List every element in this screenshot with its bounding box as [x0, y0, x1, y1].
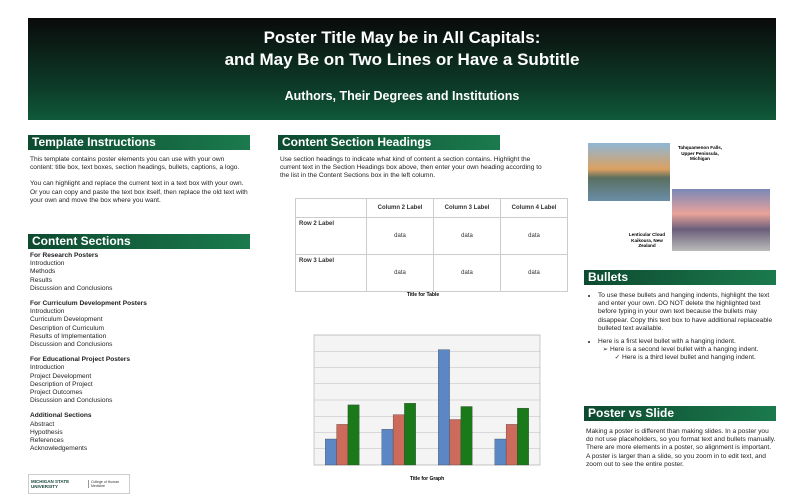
title: and May Be on Two Lines or Have a Subtit…: [28, 50, 776, 70]
list-item: Introduction: [30, 260, 248, 268]
table-cell: data: [434, 255, 501, 292]
title: Poster Title May be in All Capitals:: [28, 28, 776, 48]
section-heading: Poster vs Slide: [584, 406, 776, 421]
list-item: References: [30, 437, 248, 445]
group-title: Additional Sections: [30, 412, 248, 420]
list-item: Introduction: [30, 308, 248, 316]
bullet: Here is a third level bullet and hanging…: [622, 354, 774, 362]
table-cell: data: [434, 218, 501, 255]
list-item: Description of Curriculum: [30, 325, 248, 333]
paragraph: You can highlight and replace the curren…: [30, 180, 248, 205]
bar: [506, 424, 517, 465]
list-item: Discussion and Conclusions: [30, 341, 248, 349]
list-item: Hypothesis: [30, 429, 248, 437]
list-item: Results: [30, 277, 248, 285]
bullet-list: Here is a second level bullet with a han…: [598, 346, 774, 362]
group-title: For Educational Project Posters: [30, 356, 248, 364]
list-item: Acknowledgements: [30, 445, 248, 453]
group-title: For Curriculum Development Posters: [30, 300, 248, 308]
photo-caption: Tahquamenon Falls, Upper Peninsula, Mich…: [676, 145, 724, 162]
bar: [450, 420, 461, 466]
bar: [404, 403, 415, 465]
bar: [438, 350, 449, 465]
poster: Poster Title May be in All Capitals: and…: [0, 0, 801, 504]
row-label: Row 3 Label: [296, 255, 367, 292]
list-item: Description of Project: [30, 381, 248, 389]
list-item: Introduction: [30, 364, 248, 372]
authors: Authors, Their Degrees and Institutions: [28, 89, 776, 103]
bar: [495, 439, 506, 465]
bullet-list: To use these bullets and hanging indents…: [586, 292, 774, 363]
column-label: Column 3 Label: [434, 199, 501, 218]
logo-name: MICHIGAN STATE UNIVERSITY: [29, 479, 85, 489]
column-label: Column 2 Label: [367, 199, 434, 218]
photo: [588, 143, 670, 201]
list-item: Project Development: [30, 373, 248, 381]
section-heading: Content Sections: [28, 234, 250, 249]
list-item: Results of Implementation: [30, 333, 248, 341]
table-cell: data: [367, 255, 434, 292]
photo: [672, 189, 770, 251]
table-cell: [296, 199, 367, 218]
table-cell: data: [501, 218, 568, 255]
photo-caption: Lenticular Cloud Kaikoura, New Zealand: [624, 232, 670, 249]
bar: [517, 408, 528, 465]
table-cell: data: [367, 218, 434, 255]
list-item: Curriculum Development: [30, 316, 248, 324]
text-box: This template contains poster elements y…: [30, 156, 248, 213]
list-item: Discussion and Conclusions: [30, 397, 248, 405]
table-title: Title for Table: [295, 292, 551, 298]
graph: Title for Graph: [300, 330, 550, 485]
logo: MICHIGAN STATE UNIVERSITY College of Hum…: [28, 474, 130, 494]
table-cell: data: [501, 255, 568, 292]
text-box: Use section headings to indicate what ki…: [280, 156, 552, 181]
section-heading: Content Section Headings: [278, 135, 500, 150]
bar: [348, 405, 359, 465]
row-label: Row 2 Label: [296, 218, 367, 255]
bar: [337, 424, 348, 465]
paragraph: This template contains poster elements y…: [30, 156, 248, 172]
list-item: Methods: [30, 268, 248, 276]
bar: [325, 439, 336, 465]
text-box: Making a poster is different than making…: [586, 428, 776, 469]
list-item: Abstract: [30, 421, 248, 429]
group-title: For Research Posters: [30, 252, 248, 260]
list-item: Discussion and Conclusions: [30, 285, 248, 293]
bar: [382, 429, 393, 465]
bar: [461, 407, 472, 466]
bar: [393, 415, 404, 465]
bullet: To use these bullets and hanging indents…: [598, 292, 774, 333]
section-heading: Bullets: [584, 270, 776, 285]
graph-title: Title for Graph: [410, 476, 444, 482]
section-heading: Template Instructions: [28, 135, 250, 150]
logo-college: College of Human Medicine: [88, 480, 127, 488]
list-item: Project Outcomes: [30, 389, 248, 397]
bullet: Here is a second level bullet with a han…: [610, 346, 774, 362]
bullet-list: Here is a third level bullet and hanging…: [610, 354, 774, 362]
bullet: Here is a first level bullet with a hang…: [598, 338, 774, 363]
text-box: To use these bullets and hanging indents…: [586, 292, 774, 368]
column-label: Column 4 Label: [501, 199, 568, 218]
title-banner: Poster Title May be in All Capitals: and…: [28, 18, 776, 120]
